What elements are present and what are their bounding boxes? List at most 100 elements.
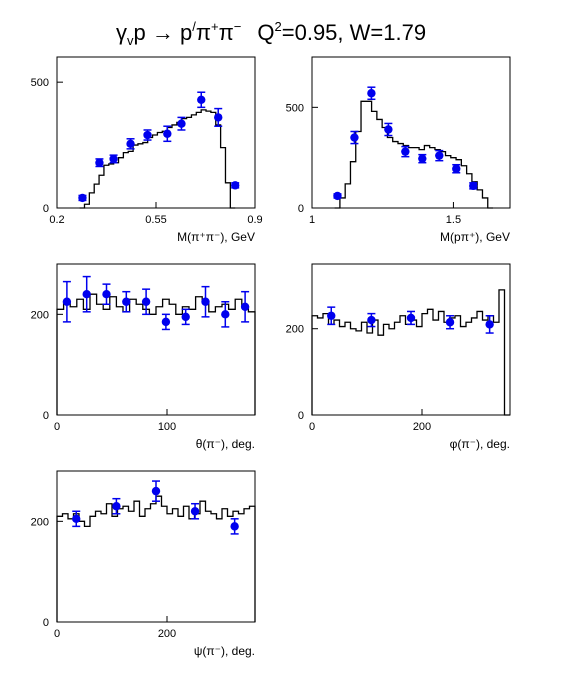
data-point bbox=[445, 315, 455, 330]
data-point bbox=[452, 163, 461, 174]
x-tick-label: 0.9 bbox=[247, 214, 262, 226]
data-marker bbox=[177, 119, 186, 128]
data-point bbox=[177, 116, 186, 131]
title-q: Q bbox=[257, 20, 274, 45]
data-point bbox=[181, 308, 190, 326]
data-point bbox=[102, 283, 111, 306]
y-tick-label: 0 bbox=[43, 617, 49, 629]
data-point bbox=[95, 158, 104, 168]
y-tick-label: 200 bbox=[31, 516, 49, 528]
data-marker bbox=[109, 154, 118, 164]
panel-m_ppi: 1 1.5 0 500 M(pπ⁺), GeV bbox=[286, 56, 511, 244]
data-marker bbox=[401, 147, 410, 156]
data-marker bbox=[78, 193, 87, 203]
data-marker bbox=[230, 522, 239, 531]
data-marker bbox=[197, 95, 206, 104]
data-point bbox=[384, 122, 393, 137]
data-marker bbox=[452, 164, 461, 173]
data-marker bbox=[327, 311, 336, 320]
data-marker bbox=[151, 486, 161, 496]
y-tick-label: 200 bbox=[31, 309, 49, 321]
data-marker bbox=[95, 158, 104, 167]
data-marker bbox=[367, 315, 376, 325]
data-point bbox=[214, 107, 223, 127]
data-marker bbox=[231, 181, 240, 190]
x-tick-label: 1.5 bbox=[446, 214, 461, 226]
data-marker bbox=[163, 129, 172, 138]
title-q-sup: 2 bbox=[275, 19, 282, 34]
data-point bbox=[333, 191, 342, 201]
x-tick-label: 0 bbox=[54, 421, 60, 433]
data-marker bbox=[469, 181, 478, 191]
data-point bbox=[401, 145, 410, 158]
data-point bbox=[151, 480, 161, 502]
data-marker bbox=[102, 290, 111, 299]
x-tick-label: 200 bbox=[158, 628, 176, 640]
data-point bbox=[163, 125, 172, 143]
data-point bbox=[190, 502, 200, 520]
svg-text:γvp → p/π+π−Q2=0.95, W=1.79: γvp → p/π+π− Q2=0.95, W=1.79 bbox=[116, 19, 426, 48]
data-marker bbox=[445, 318, 455, 327]
figure-title: γvp → p/π+π− Q2=0.95, W=1.79 bbox=[116, 19, 426, 48]
data-marker bbox=[435, 151, 444, 160]
data-marker bbox=[485, 320, 494, 329]
y-tick-label: 500 bbox=[31, 77, 49, 89]
data-marker bbox=[221, 310, 230, 319]
x-tick-label: 200 bbox=[413, 421, 431, 433]
title-gamma-sub: v bbox=[127, 33, 134, 48]
data-point bbox=[197, 91, 206, 109]
x-axis-label: φ(π⁻), deg. bbox=[450, 437, 510, 451]
y-tick-label: 500 bbox=[286, 102, 304, 114]
data-point bbox=[367, 312, 376, 328]
data-point bbox=[327, 306, 336, 326]
data-point bbox=[109, 154, 118, 164]
panel-phi_pi: 0 200 0 200 φ(π⁻), deg. bbox=[286, 263, 511, 451]
data-marker bbox=[82, 290, 91, 299]
data-point bbox=[367, 86, 376, 101]
title-minus-sup: − bbox=[234, 19, 242, 34]
data-point bbox=[62, 280, 72, 323]
data-point bbox=[72, 510, 81, 528]
data-marker bbox=[181, 312, 190, 322]
data-point bbox=[82, 275, 91, 313]
x-axis-label: M(π⁺π⁻), GeV bbox=[177, 230, 255, 244]
data-point bbox=[161, 313, 171, 331]
data-point bbox=[126, 138, 135, 150]
x-axis-label: θ(π⁻), deg. bbox=[196, 437, 255, 451]
data-marker bbox=[406, 313, 416, 323]
data-marker bbox=[190, 507, 200, 516]
title-kinematics: =0.95, W=1.79 bbox=[282, 20, 426, 45]
data-point bbox=[201, 285, 210, 318]
plot-frame bbox=[56, 56, 256, 209]
title-prime: / bbox=[192, 19, 196, 34]
panel-m_pipi: 0.2 0.55 0.9 0 500 M(π⁺π⁻), GeV bbox=[31, 56, 263, 244]
plot-frame bbox=[311, 263, 511, 416]
mc-histogram bbox=[334, 100, 494, 209]
data-marker bbox=[112, 502, 121, 511]
data-marker bbox=[126, 139, 135, 149]
x-tick-label: 0.55 bbox=[145, 214, 166, 226]
data-point bbox=[435, 149, 444, 162]
data-point bbox=[230, 518, 239, 535]
title-pi-plus: π bbox=[196, 20, 211, 45]
data-point bbox=[240, 290, 250, 323]
data-marker bbox=[201, 297, 210, 306]
y-tick-label: 0 bbox=[43, 410, 49, 422]
data-marker bbox=[62, 297, 72, 306]
data-point bbox=[485, 315, 494, 334]
y-tick-label: 0 bbox=[298, 203, 304, 215]
data-marker bbox=[367, 89, 376, 98]
title-plus-sup: + bbox=[211, 19, 219, 34]
x-axis-label: M(pπ⁺), GeV bbox=[440, 230, 510, 244]
data-point bbox=[231, 181, 240, 190]
data-point bbox=[78, 193, 87, 203]
data-marker bbox=[350, 133, 359, 142]
data-marker bbox=[418, 154, 427, 163]
data-point bbox=[141, 288, 151, 316]
title-reaction-lhs: p → p bbox=[134, 20, 193, 45]
data-point bbox=[418, 153, 427, 164]
x-tick-label: 1 bbox=[309, 214, 315, 226]
data-marker bbox=[214, 113, 223, 122]
data-point bbox=[469, 181, 478, 191]
title-gamma: γ bbox=[116, 20, 127, 45]
